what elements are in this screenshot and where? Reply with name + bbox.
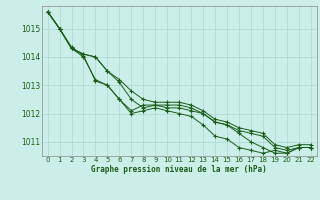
X-axis label: Graphe pression niveau de la mer (hPa): Graphe pression niveau de la mer (hPa)	[91, 165, 267, 174]
